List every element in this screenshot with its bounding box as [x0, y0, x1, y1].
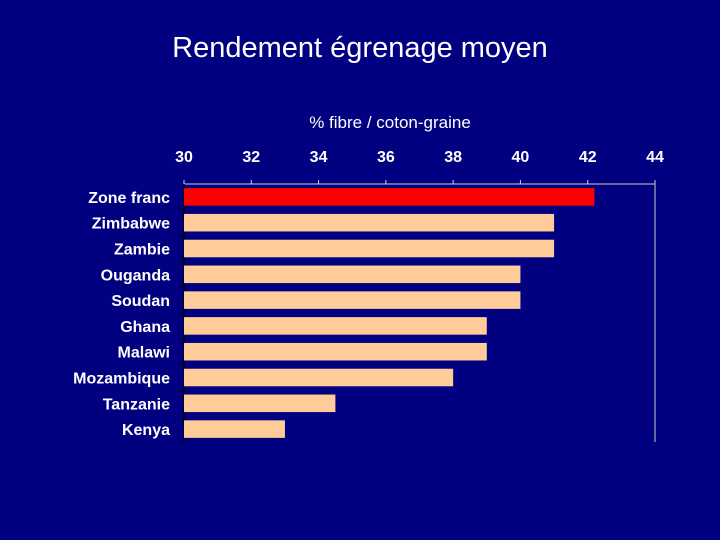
- category-label: Tanzanie: [103, 396, 170, 413]
- bar: [184, 188, 595, 206]
- category-label: Ghana: [120, 319, 170, 336]
- bars: [180, 188, 595, 443]
- tick-label: 36: [377, 149, 395, 166]
- bar: [184, 213, 555, 232]
- tick-label: 44: [646, 149, 664, 166]
- tick-label: 38: [444, 149, 462, 166]
- bar: [184, 317, 487, 335]
- tick-label: 42: [579, 149, 597, 166]
- bar: [184, 291, 521, 309]
- tick-labels: 30 32 34 36 38 40 42 44: [175, 149, 664, 184]
- category-label: Ouganda: [101, 267, 170, 284]
- slide-title: Rendement égrenage moyen: [172, 32, 548, 64]
- category-label: Zone franc: [88, 190, 170, 207]
- category-label: Mozambique: [73, 371, 170, 388]
- category-label: Zambie: [114, 242, 170, 259]
- tick-label: 34: [310, 149, 328, 166]
- category-label: Zimbabwe: [92, 216, 170, 233]
- tick-label: 40: [512, 149, 530, 166]
- bar: [184, 394, 336, 413]
- category-labels: Zone franc Zimbabwe Zambie Ouganda Soudan Gha…: [73, 190, 170, 439]
- tick-label: 32: [242, 149, 260, 166]
- bar: [184, 420, 285, 438]
- bar: [184, 239, 555, 258]
- bar: [184, 342, 487, 361]
- bar: [184, 368, 454, 387]
- category-label: Kenya: [122, 422, 170, 439]
- tick-label: 30: [175, 149, 193, 166]
- category-label: Malawi: [118, 345, 170, 362]
- category-label: Soudan: [111, 293, 170, 310]
- axis-title: % fibre / coton-graine: [309, 113, 471, 132]
- bar: [184, 265, 521, 284]
